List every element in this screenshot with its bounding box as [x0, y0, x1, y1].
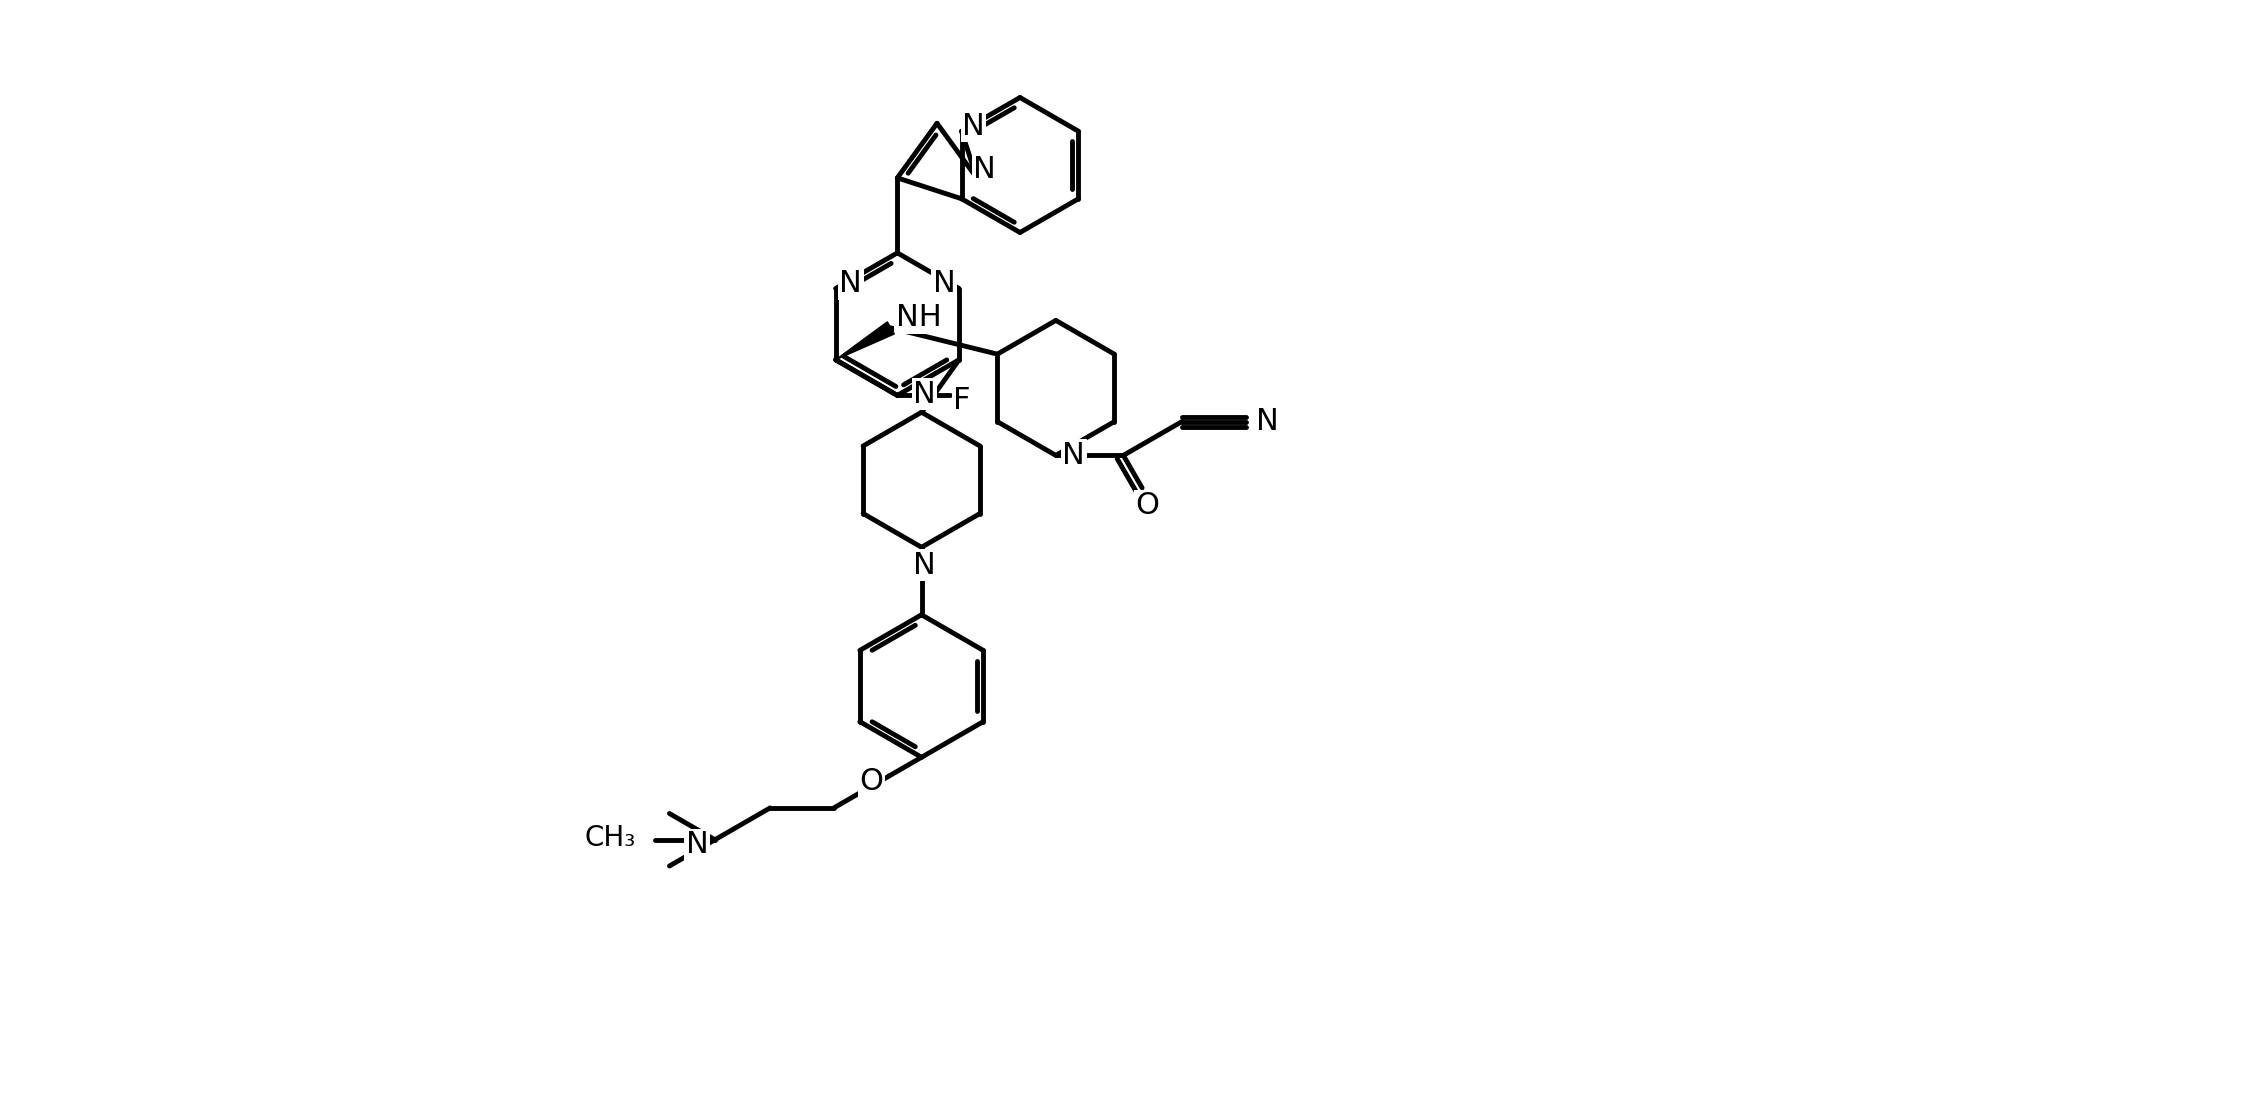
- Text: N: N: [685, 830, 709, 859]
- Text: N: N: [1063, 441, 1085, 470]
- Text: N: N: [1257, 407, 1279, 436]
- Text: N: N: [962, 112, 984, 141]
- Text: N: N: [932, 269, 955, 297]
- Text: CH₃: CH₃: [583, 824, 635, 851]
- Text: N: N: [912, 380, 937, 408]
- Text: N: N: [973, 155, 995, 184]
- Text: NH: NH: [896, 303, 941, 332]
- Polygon shape: [835, 322, 894, 360]
- Text: O: O: [1135, 492, 1160, 521]
- Text: O: O: [858, 767, 883, 796]
- Text: N: N: [840, 269, 863, 297]
- Text: F: F: [953, 386, 971, 415]
- Text: N: N: [912, 551, 937, 579]
